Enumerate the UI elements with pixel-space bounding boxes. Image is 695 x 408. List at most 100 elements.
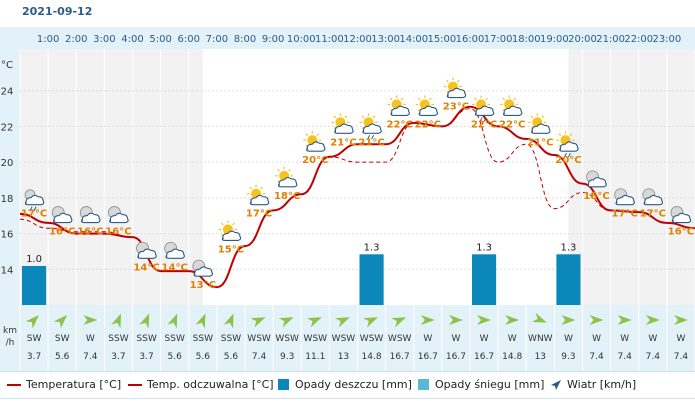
night-shade-morning: [20, 49, 203, 305]
hour-header: [20, 27, 695, 49]
legend-temperature-swatch: [7, 383, 21, 386]
wind-arrow-icon: [391, 317, 407, 328]
wind-direction: W: [86, 334, 95, 344]
legend-feels-like[interactable]: Temp. odczuwalna [°C]: [128, 378, 274, 391]
wind-row: SW 3.7 SW 5.6 W 7.4 SSW 3.7 SSW 3.7 SSW 5.6 SSW 5.6 SS…: [25, 312, 688, 362]
hour-label: 10:00: [287, 34, 316, 45]
sun-cloud-icon: [275, 166, 298, 188]
wind-arrow-icon: [83, 315, 98, 325]
wind-speed: 13: [535, 352, 546, 362]
temperature-label: 14°C: [133, 262, 159, 273]
wind-unit-label: /h: [6, 338, 15, 348]
wind-direction: SW: [27, 334, 42, 344]
hour-label: 3:00: [93, 34, 115, 45]
wind-unit-label: km: [3, 326, 17, 336]
wind-arrow-icon: [250, 317, 266, 328]
sun-cloud-icon: [247, 184, 270, 206]
wind-direction: SSW: [193, 334, 213, 344]
temperature-label: 21°C: [527, 137, 553, 148]
wind-arrow-icon: [531, 312, 547, 323]
y-tick-label: 14: [1, 265, 14, 276]
wind-arrow-icon: [306, 317, 322, 328]
temperature-label: 14°C: [162, 262, 188, 273]
wind-speed: 13: [338, 352, 349, 362]
rain-bar: [359, 254, 384, 305]
wind-speed: 16.7: [390, 352, 410, 362]
hour-label: 21:00: [596, 34, 625, 45]
hour-label: 23:00: [652, 34, 681, 45]
wind-direction: SSW: [221, 334, 241, 344]
legend-snow-swatch: [418, 379, 429, 390]
y-tick-label: 18: [1, 194, 14, 205]
temperature-label: 16°C: [49, 227, 75, 238]
rain-bar-label: 1.3: [560, 242, 576, 253]
cloud-drizzle-icon: [24, 189, 45, 211]
temperature-label: 22°C: [387, 119, 413, 130]
y-grid: 14 16 18 20 22 24: [1, 87, 695, 276]
hour-label: 12:00: [343, 34, 372, 45]
wind-direction: WSW: [247, 334, 271, 344]
wind-direction: W: [480, 334, 489, 344]
y-tick-label: 16: [1, 230, 14, 241]
moon-cloud-icon: [164, 241, 185, 259]
wind-arrow-icon: [420, 315, 435, 325]
hour-label: 2:00: [65, 34, 87, 45]
legend-snow[interactable]: Opady śniegu [mm]: [418, 378, 544, 391]
hour-label: 17:00: [484, 34, 513, 45]
wind-speed: 7.4: [589, 352, 604, 362]
wind-arrow-icon: [645, 315, 660, 325]
sun-cloud-icon: [387, 95, 410, 116]
temperature-label: 23°C: [443, 102, 469, 113]
legend-rain-label: Opady deszczu [mm]: [295, 378, 412, 391]
y-tick-label: 20: [1, 158, 14, 169]
wind-arrow-icon: [617, 315, 632, 325]
wind-direction: W: [620, 334, 629, 344]
temperature-label: 16°C: [668, 227, 694, 238]
temperature-label: 17°C: [21, 209, 47, 220]
wind-arrow-icon: [111, 313, 122, 329]
weather-chart: 14 16 18 20 22 24 °C 1:00 2:00 3:00 4:00 5:00 6:00 7:…: [0, 27, 695, 371]
legend-temperature[interactable]: Temperatura [°C]: [7, 378, 121, 391]
wind-speed: 3.7: [27, 352, 41, 362]
hour-label: 18:00: [512, 34, 541, 45]
wind-direction: SSW: [108, 334, 128, 344]
wind-direction: SW: [55, 334, 70, 344]
temperature-label: 21°C: [330, 137, 356, 148]
wind-speed: 7.4: [618, 352, 633, 362]
moon-cloud-icon: [136, 241, 157, 259]
wind-speed: 5.6: [224, 352, 239, 362]
hour-label: 14:00: [399, 34, 428, 45]
sun-cloud-drizzle-icon: [556, 131, 579, 158]
legend-feels-like-swatch: [128, 383, 142, 386]
wind-direction: SSW: [165, 334, 185, 344]
rain-bar: [22, 266, 47, 305]
wind-speed: 9.3: [280, 352, 294, 362]
wind-arrow-icon: [167, 313, 178, 329]
legend-wind-label: Wiatr [km/h]: [567, 378, 637, 391]
moon-cloud-icon: [670, 206, 692, 224]
wind-direction: W: [508, 334, 517, 344]
wind-arrow-icon: [505, 315, 520, 325]
forecast-date: 2021-09-12: [22, 5, 93, 18]
legend-temperature-label: Temperatura [°C]: [26, 378, 122, 391]
wind-speed: 9.3: [561, 352, 575, 362]
hour-label: 5:00: [149, 34, 171, 45]
wind-speed: 7.4: [646, 352, 661, 362]
y-axis-panel: [0, 27, 20, 371]
temperature-label: 17°C: [612, 209, 638, 220]
hour-label: 15:00: [427, 34, 456, 45]
wind-arrow-icon: [561, 315, 576, 325]
wind-speed: 16.7: [474, 352, 494, 362]
legend-wind[interactable]: Wiatr [km/h]: [550, 378, 636, 391]
legend-feels-like-label: Temp. odczuwalna [°C]: [147, 378, 274, 391]
rain-bar: [556, 254, 581, 305]
rain-bars: 1.0 1.3 1.3 1.3: [22, 242, 581, 305]
sun-cloud-drizzle-icon: [359, 113, 382, 140]
moon-cloud-icon: [586, 170, 607, 188]
temperature-label: 20°C: [302, 155, 328, 166]
legend-rain[interactable]: Opady deszczu [mm]: [278, 378, 412, 391]
wind-direction: WSW: [275, 334, 299, 344]
moon-cloud-icon: [642, 188, 664, 206]
wind-speed: 16.7: [446, 352, 466, 362]
sun-cloud-icon: [303, 131, 326, 152]
